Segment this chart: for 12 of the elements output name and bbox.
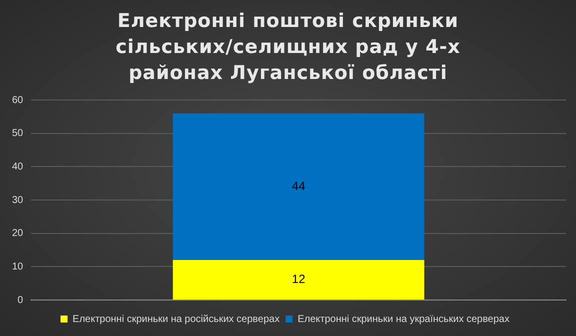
y-tick-label: 10 [12,261,24,272]
legend-label: Електронні скриньки на російських серверах [72,314,280,325]
data-label: 12 [292,272,306,286]
y-tick-label: 20 [12,228,24,240]
data-label: 44 [292,178,306,193]
y-tick-label: 50 [12,128,24,140]
y-tick-label: 30 [12,194,24,206]
legend-label: Електронні скриньки на українських серверах [298,314,510,325]
y-tick-label: 0 [18,294,24,306]
chart-title: Електронні поштові скриньки сільських/селищних рад у 4-х районах Луганської області [114,9,462,86]
y-tick-label: 60 [12,94,24,106]
y-tick-label: 40 [12,161,24,172]
